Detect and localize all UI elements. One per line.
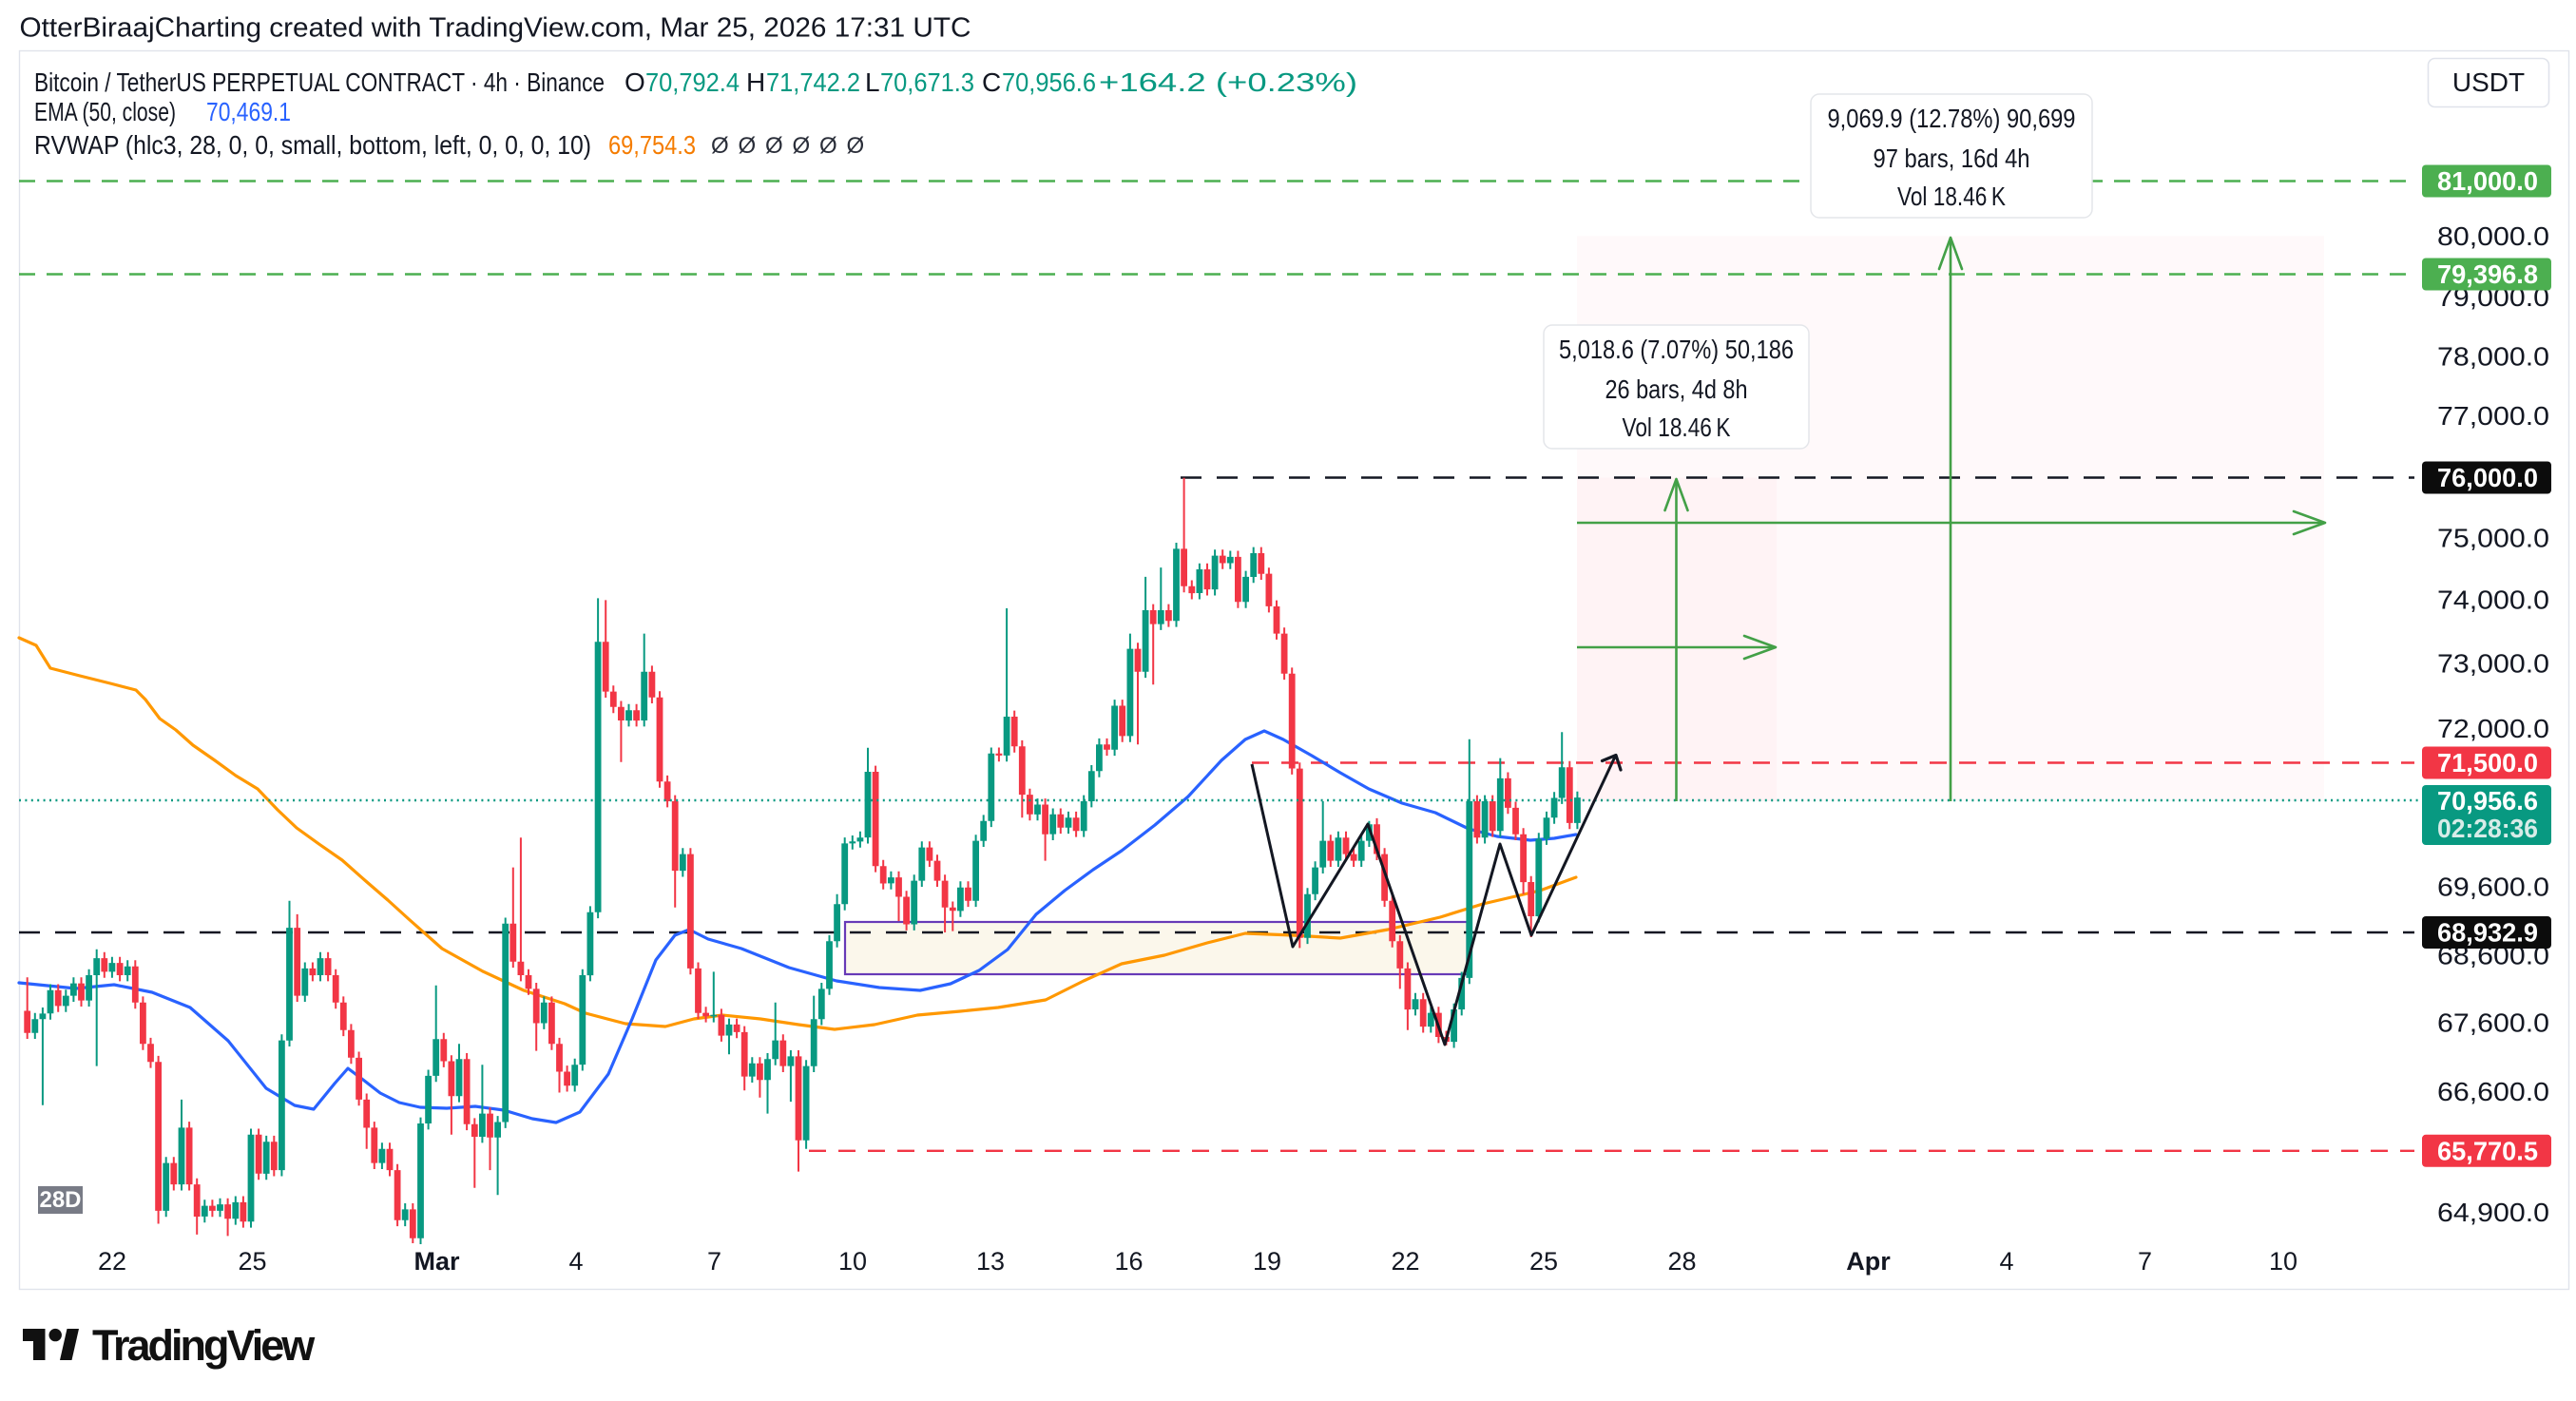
svg-text:70,671.3: 70,671.3 [880, 67, 974, 97]
svg-text:70,956.6: 70,956.6 [1002, 67, 1096, 97]
svg-text:76,000.0: 76,000.0 [2437, 463, 2538, 492]
svg-text:65,770.5: 65,770.5 [2437, 1136, 2538, 1165]
svg-text:22: 22 [1391, 1247, 1419, 1276]
svg-text:64,900.0: 64,900.0 [2437, 1198, 2549, 1227]
svg-text:H: H [746, 67, 765, 97]
svg-text:Ø: Ø [711, 133, 729, 159]
svg-text:C: C [982, 67, 1001, 97]
svg-text:4: 4 [568, 1247, 583, 1276]
svg-text:USDT: USDT [2452, 67, 2525, 97]
svg-text:Mar: Mar [413, 1247, 460, 1276]
svg-text:70,469.1: 70,469.1 [206, 97, 291, 126]
svg-text:25: 25 [1529, 1247, 1558, 1276]
svg-text:5,018.6 (7.07%) 50,186: 5,018.6 (7.07%) 50,186 [1559, 335, 1794, 364]
svg-text:71,742.2: 71,742.2 [766, 67, 860, 97]
svg-text:28: 28 [1667, 1247, 1696, 1276]
svg-text:69,754.3: 69,754.3 [608, 130, 696, 160]
svg-text:81,000.0: 81,000.0 [2437, 166, 2538, 196]
svg-text:O: O [625, 67, 645, 97]
svg-text:68,932.9: 68,932.9 [2437, 918, 2538, 948]
svg-text:7: 7 [2138, 1247, 2152, 1276]
svg-text:TradingView: TradingView [92, 1321, 316, 1370]
svg-text:80,000.0: 80,000.0 [2437, 221, 2549, 251]
svg-text:Vol 18.46 K: Vol 18.46 K [1897, 182, 2006, 211]
svg-text:9,069.9 (12.78%) 90,699: 9,069.9 (12.78%) 90,699 [1828, 104, 2076, 133]
svg-text:Apr: Apr [1846, 1247, 1891, 1276]
svg-text:25: 25 [238, 1247, 266, 1276]
svg-text:L: L [865, 67, 880, 97]
svg-text:67,600.0: 67,600.0 [2437, 1008, 2549, 1038]
svg-text:4: 4 [1999, 1247, 2013, 1276]
svg-text:97 bars, 16d 4h: 97 bars, 16d 4h [1874, 144, 2030, 173]
svg-text:10: 10 [838, 1247, 867, 1276]
svg-text:Ø: Ø [739, 133, 757, 159]
svg-text:70,792.4: 70,792.4 [645, 67, 740, 97]
svg-text:Bitcoin / TetherUS PERPETUAL C: Bitcoin / TetherUS PERPETUAL CONTRACT · … [34, 67, 605, 97]
svg-text:Ø: Ø [765, 133, 783, 159]
svg-text:72,000.0: 72,000.0 [2437, 714, 2549, 743]
svg-text:70,956.6: 70,956.6 [2437, 786, 2538, 816]
svg-text:EMA (50, close): EMA (50, close) [34, 97, 176, 126]
svg-text:10: 10 [2269, 1247, 2297, 1276]
svg-text:71,500.0: 71,500.0 [2437, 748, 2538, 777]
svg-text:02:28:36: 02:28:36 [2437, 814, 2538, 843]
svg-text:77,000.0: 77,000.0 [2437, 401, 2549, 431]
svg-text:OtterBiraajCharting created wi: OtterBiraajCharting created with Trading… [20, 13, 971, 44]
svg-text:Ø: Ø [793, 133, 811, 159]
svg-text:7: 7 [707, 1247, 721, 1276]
svg-text:19: 19 [1253, 1247, 1281, 1276]
svg-text:69,600.0: 69,600.0 [2437, 873, 2549, 902]
svg-text:Ø: Ø [819, 133, 837, 159]
svg-text:Vol 18.46 K: Vol 18.46 K [1623, 413, 1731, 442]
svg-text:78,000.0: 78,000.0 [2437, 342, 2549, 372]
svg-text:28D: 28D [39, 1187, 81, 1213]
svg-text:75,000.0: 75,000.0 [2437, 524, 2549, 553]
svg-text:16: 16 [1114, 1247, 1143, 1276]
svg-text:74,000.0: 74,000.0 [2437, 585, 2549, 615]
svg-text:Ø: Ø [847, 133, 865, 159]
svg-text:66,600.0: 66,600.0 [2437, 1077, 2549, 1106]
svg-text:79,396.8: 79,396.8 [2437, 259, 2538, 289]
svg-text:73,000.0: 73,000.0 [2437, 649, 2549, 679]
svg-text:RVWAP (hlc3, 28, 0, 0, small,: RVWAP (hlc3, 28, 0, 0, small, bottom, le… [34, 130, 591, 160]
svg-text:26 bars, 4d 8h: 26 bars, 4d 8h [1605, 374, 1748, 404]
svg-text:+164.2 (+0.23%): +164.2 (+0.23%) [1099, 67, 1357, 97]
svg-text:13: 13 [976, 1247, 1005, 1276]
svg-text:22: 22 [98, 1247, 126, 1276]
